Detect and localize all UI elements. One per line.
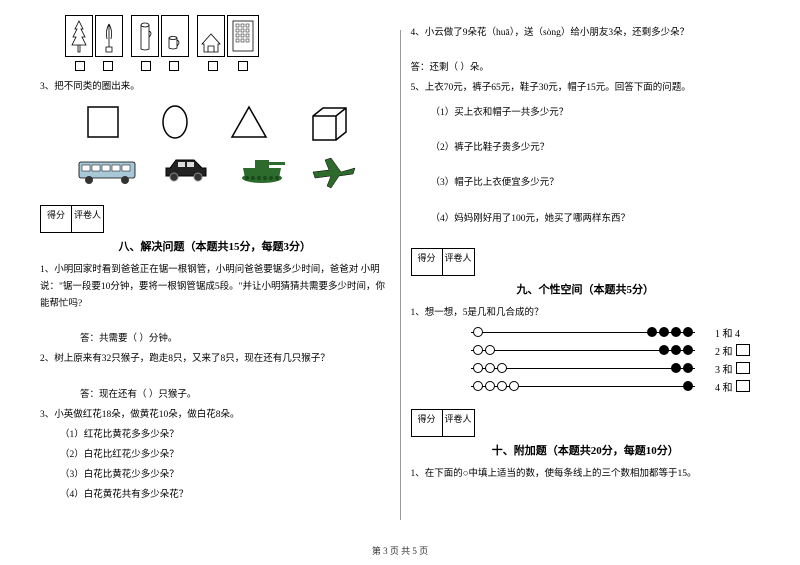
plant-icon — [99, 19, 119, 54]
q5-2: （2）裤子比鞋子贵多少元？ — [431, 140, 761, 157]
image-pair-1 — [65, 15, 123, 71]
vehicles-row — [65, 156, 390, 190]
car-icon — [162, 156, 212, 184]
abacus-label-4: 4 和 — [715, 379, 733, 394]
image-pair-2 — [131, 15, 189, 71]
abacus-label-3: 3 和 — [715, 361, 733, 376]
abacus-row-4: 4 和 — [411, 379, 761, 394]
q5-1: （1）买上衣和帽子一共多少元？ — [431, 105, 761, 122]
cube-shape-icon — [308, 104, 350, 144]
q3-label: 3、把不同类的圈出来。 — [40, 79, 390, 96]
square-shape-icon — [85, 104, 121, 140]
score-box-9: 得分 评卷人 — [411, 248, 761, 276]
q8-3-2: （2）白花比红花少多少朵？ — [60, 447, 390, 464]
section-8-title: 八、解决问题（本题共15分，每题3分） — [40, 238, 390, 254]
shapes-row — [65, 104, 390, 144]
q8-2-ans: 答：现在还有（ ）只猴子。 — [80, 387, 390, 404]
abacus-label-2: 2 和 — [715, 343, 733, 358]
q4-ans: 答：还剩（ ）朵。 — [411, 60, 761, 77]
q4: 4、小云做了9朵花（huā），送（sòng）给小朋友3朵，还剩多少朵？ — [411, 25, 761, 42]
abacus-label-1: 1 和 4 — [715, 325, 740, 340]
right-column: 4、小云做了9朵花（huā），送（sòng）给小朋友3朵，还剩多少朵？ 答：还剩… — [401, 10, 771, 540]
q5: 5、上衣70元，裤子65元，鞋子30元，帽子15元。回答下面的问题。 — [411, 80, 761, 97]
image-pair-3 — [197, 15, 259, 71]
grader-label: 评卷人 — [443, 409, 475, 437]
q8-3: 3、小英做红花18朵，做黄花10朵，做白花8朵。 — [40, 407, 390, 424]
oval-shape-icon — [160, 104, 190, 140]
page-footer: 第 3 页 共 5 页 — [0, 544, 800, 557]
score-box-10: 得分 评卷人 — [411, 409, 761, 437]
q8-2: 2、树上原来有32只猴子，跑走8只，又来了8只，现在还有几只猴子？ — [40, 351, 390, 368]
score-box-8: 得分 评卷人 — [40, 205, 390, 233]
thermos-icon — [135, 19, 155, 54]
q10-1: 1、在下面的○中填上适当的数，使每条线上的三个数相加都等于15。 — [411, 466, 761, 483]
grader-label: 评卷人 — [72, 205, 104, 233]
plane-icon — [311, 156, 357, 190]
section-9-title: 九、个性空间（本题共5分） — [411, 281, 761, 297]
q8-3-4: （4）白花黄花共有多少朵花？ — [60, 487, 390, 504]
q8-1: 1、小明回家时看到爸爸正在锯一根钢管，小明问爸爸要锯多少时间，爸爸对 小明说："… — [40, 262, 390, 313]
bus-icon — [77, 156, 137, 186]
section-10-title: 十、附加题（本题共20分，每题10分） — [411, 442, 761, 458]
q8-3-3: （3）白花比黄花少多少朵？ — [60, 467, 390, 484]
score-label: 得分 — [411, 248, 443, 276]
q8-3-1: （1）红花比黄花多多少朵？ — [60, 427, 390, 444]
tank-icon — [237, 156, 287, 186]
left-column: 3、把不同类的圈出来。 得分 评卷人 八、解决问题（本题共15分，每题3分） 1… — [30, 10, 400, 540]
q5-3: （3）帽子比上衣便宜多少元？ — [431, 175, 761, 192]
cup-icon — [165, 34, 185, 54]
triangle-shape-icon — [229, 104, 269, 140]
building-icon — [230, 18, 256, 54]
q5-4: （4）妈妈刚好用了100元，她买了哪两样东西？ — [431, 211, 761, 228]
image-pair-row — [65, 15, 390, 71]
abacus-row-1: 1 和 4 — [411, 325, 761, 340]
tree-icon — [69, 19, 89, 54]
q8-1-ans: 答：共需要（ ）分钟。 — [80, 331, 390, 348]
page-container: 3、把不同类的圈出来。 得分 评卷人 八、解决问题（本题共15分，每题3分） 1… — [0, 0, 800, 540]
abacus-row-3: 3 和 — [411, 361, 761, 376]
q9-1: 1、想一想，5是几和几合成的？ — [411, 305, 761, 322]
abacus-row-2: 2 和 — [411, 343, 761, 358]
grader-label: 评卷人 — [443, 248, 475, 276]
score-label: 得分 — [40, 205, 72, 233]
score-label: 得分 — [411, 409, 443, 437]
house-icon — [200, 32, 222, 54]
